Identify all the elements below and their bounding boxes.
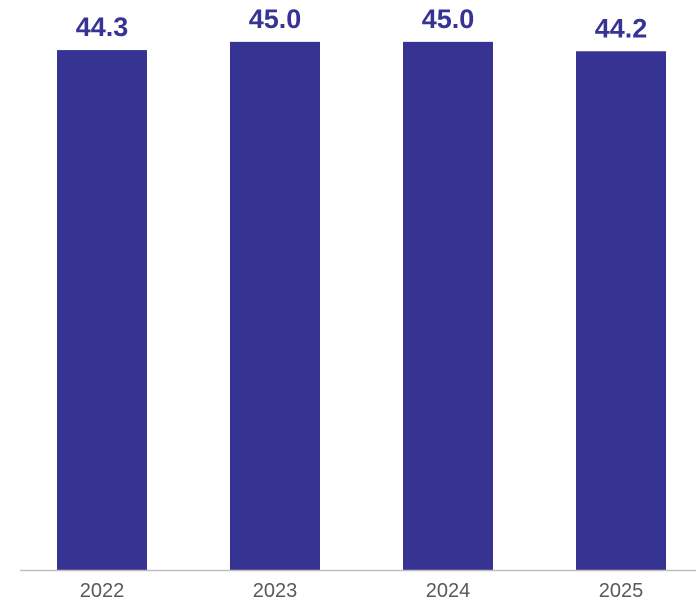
bar-2025: [576, 51, 666, 570]
x-tick-labels-group: 2022 2023 2024 2025: [80, 580, 644, 602]
bars-group: [57, 41, 666, 571]
value-label-2023: 45.0: [249, 4, 302, 34]
x-tick-label-2023: 2023: [253, 580, 298, 602]
value-label-2024: 45.0: [422, 4, 475, 34]
bar-2024: [403, 41, 493, 570]
value-label-2022: 44.3: [76, 12, 129, 42]
bar-2022: [57, 50, 147, 571]
x-tick-label-2025: 2025: [599, 580, 644, 602]
x-tick-label-2024: 2024: [426, 580, 471, 602]
x-tick-label-2022: 2022: [80, 580, 125, 602]
bar-2023: [230, 41, 320, 570]
value-label-2025: 44.2: [595, 13, 648, 43]
value-labels-group: 44.3 45.0 45.0 44.2: [76, 4, 648, 43]
